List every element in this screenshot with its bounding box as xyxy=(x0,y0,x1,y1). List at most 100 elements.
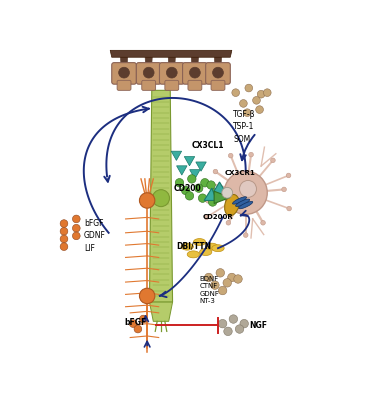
Circle shape xyxy=(223,279,231,287)
Text: CD200R: CD200R xyxy=(203,214,233,220)
Circle shape xyxy=(207,181,215,189)
Polygon shape xyxy=(204,188,217,200)
Polygon shape xyxy=(214,191,230,204)
Text: bFGF: bFGF xyxy=(124,318,146,327)
Circle shape xyxy=(270,158,275,163)
Ellipse shape xyxy=(235,199,250,206)
Circle shape xyxy=(263,89,271,96)
FancyBboxPatch shape xyxy=(137,63,161,84)
Circle shape xyxy=(235,325,244,333)
Circle shape xyxy=(199,194,207,202)
Circle shape xyxy=(213,67,223,78)
Circle shape xyxy=(208,198,217,206)
Circle shape xyxy=(222,187,232,198)
FancyBboxPatch shape xyxy=(206,63,230,84)
Circle shape xyxy=(218,286,227,295)
Circle shape xyxy=(166,67,177,78)
FancyBboxPatch shape xyxy=(188,80,202,90)
Circle shape xyxy=(60,235,68,243)
Polygon shape xyxy=(149,302,173,321)
Circle shape xyxy=(143,67,154,78)
Polygon shape xyxy=(145,52,152,65)
FancyBboxPatch shape xyxy=(142,80,156,90)
Circle shape xyxy=(232,89,239,96)
Polygon shape xyxy=(149,90,173,302)
Text: TGF-β
TSP-1
SOM: TGF-β TSP-1 SOM xyxy=(233,110,256,144)
Circle shape xyxy=(72,232,80,240)
Text: CX3CL1: CX3CL1 xyxy=(192,141,224,150)
Circle shape xyxy=(249,152,254,157)
Circle shape xyxy=(60,228,68,235)
Circle shape xyxy=(206,198,210,203)
Polygon shape xyxy=(120,52,128,65)
Circle shape xyxy=(228,153,233,158)
FancyBboxPatch shape xyxy=(159,63,184,84)
Polygon shape xyxy=(184,156,195,166)
Ellipse shape xyxy=(200,248,212,256)
Circle shape xyxy=(185,192,194,200)
Circle shape xyxy=(213,169,218,174)
Circle shape xyxy=(244,109,251,116)
Text: CD200: CD200 xyxy=(174,184,202,194)
Polygon shape xyxy=(214,52,222,65)
Circle shape xyxy=(119,67,130,78)
Circle shape xyxy=(182,186,190,195)
FancyBboxPatch shape xyxy=(117,80,131,90)
Polygon shape xyxy=(168,52,176,65)
Circle shape xyxy=(139,193,155,208)
Circle shape xyxy=(234,275,242,283)
FancyBboxPatch shape xyxy=(165,80,179,90)
Circle shape xyxy=(245,84,253,92)
Text: DBI/TTN: DBI/TTN xyxy=(176,241,211,250)
Ellipse shape xyxy=(239,201,253,209)
Circle shape xyxy=(239,180,256,197)
Circle shape xyxy=(60,243,68,250)
Polygon shape xyxy=(176,166,187,175)
Circle shape xyxy=(287,206,292,211)
Polygon shape xyxy=(110,50,232,57)
FancyBboxPatch shape xyxy=(183,63,207,84)
Circle shape xyxy=(139,288,155,304)
Circle shape xyxy=(239,100,247,107)
Circle shape xyxy=(261,220,265,225)
Circle shape xyxy=(286,173,291,178)
Polygon shape xyxy=(210,182,229,197)
Circle shape xyxy=(257,90,265,98)
Circle shape xyxy=(190,67,200,78)
Circle shape xyxy=(218,320,227,328)
Text: BDNF
CTNF
GDNF
NT-3: BDNF CTNF GDNF NT-3 xyxy=(200,276,220,304)
Text: CX3CR1: CX3CR1 xyxy=(224,170,255,176)
Circle shape xyxy=(228,273,236,282)
Circle shape xyxy=(139,315,147,323)
Circle shape xyxy=(152,190,169,207)
Circle shape xyxy=(130,320,137,328)
Circle shape xyxy=(226,220,231,225)
Circle shape xyxy=(175,178,184,187)
Circle shape xyxy=(203,180,207,184)
Ellipse shape xyxy=(193,238,206,246)
FancyBboxPatch shape xyxy=(211,80,225,90)
Circle shape xyxy=(229,315,238,323)
Ellipse shape xyxy=(225,194,239,216)
Circle shape xyxy=(134,325,142,333)
Circle shape xyxy=(187,175,196,183)
Circle shape xyxy=(204,273,213,282)
Ellipse shape xyxy=(187,251,200,258)
Circle shape xyxy=(240,320,248,328)
Ellipse shape xyxy=(212,245,224,252)
Polygon shape xyxy=(190,170,200,179)
Polygon shape xyxy=(196,162,206,171)
Circle shape xyxy=(201,178,209,187)
Circle shape xyxy=(211,188,219,197)
Circle shape xyxy=(204,215,209,220)
Circle shape xyxy=(72,215,80,223)
Ellipse shape xyxy=(181,243,193,250)
Ellipse shape xyxy=(232,197,246,204)
Circle shape xyxy=(211,281,219,289)
Text: NGF: NGF xyxy=(249,321,267,330)
Circle shape xyxy=(216,269,224,277)
Polygon shape xyxy=(191,52,199,65)
Text: bFGF
GDNF
LIF: bFGF GDNF LIF xyxy=(84,219,106,253)
Circle shape xyxy=(244,233,248,238)
Circle shape xyxy=(224,171,267,214)
